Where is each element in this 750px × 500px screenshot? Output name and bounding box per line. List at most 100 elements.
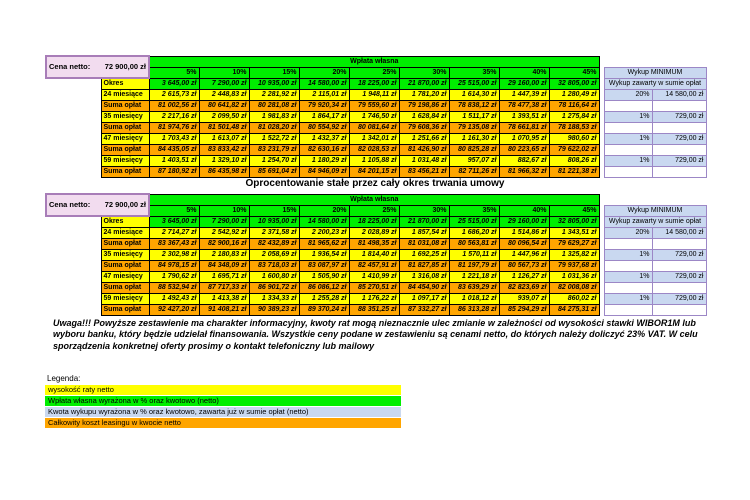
total-cost-cell: 92 427,20 zł bbox=[148, 304, 200, 316]
spacer-cell bbox=[46, 261, 101, 272]
suma-oplat-label: Suma opłat bbox=[100, 144, 150, 156]
total-cost-cell: 81 002,56 zł bbox=[148, 100, 200, 112]
okres-label: Okres bbox=[100, 77, 150, 90]
rate-cell: 860,02 zł bbox=[548, 293, 600, 305]
total-cost-cell: 86 086,12 zł bbox=[298, 282, 350, 294]
total-cost-cell: 88 351,25 zł bbox=[348, 304, 400, 316]
total-cost-cell: 84 454,90 zł bbox=[398, 282, 450, 294]
wykup-empty-cell bbox=[603, 304, 653, 316]
rate-cell: 980,60 zł bbox=[548, 133, 600, 145]
wykup-empty-cell bbox=[651, 166, 707, 178]
rate-cell: 1 703,43 zł bbox=[148, 133, 200, 145]
rate-cell: 1 161,30 zł bbox=[448, 133, 500, 145]
total-cost-cell: 81 426,90 zł bbox=[398, 144, 450, 156]
total-cost-cell: 79 608,36 zł bbox=[398, 122, 450, 134]
rate-cell: 1 864,17 zł bbox=[298, 111, 350, 123]
deposit-percent-header: 40% bbox=[498, 204, 550, 217]
deposit-amount-cell: 3 645,00 zł bbox=[148, 77, 200, 90]
suma-oplat-label: Suma opłat bbox=[100, 166, 150, 178]
wykup-percent-cell: 20% bbox=[603, 89, 653, 101]
total-cost-cell: 87 717,33 zł bbox=[198, 282, 250, 294]
wykup-subheader: Wykup zawarty w sumie opłat bbox=[603, 77, 707, 90]
blank-cell bbox=[604, 194, 706, 205]
deposit-amount-cell: 29 160,00 zł bbox=[498, 215, 550, 228]
suma-oplat-label: Suma opłat bbox=[100, 304, 150, 316]
total-cost-cell: 79 629,27 zł bbox=[548, 238, 600, 250]
deposit-header: Wpłata własna bbox=[148, 193, 600, 206]
rate-cell: 2 058,69 zł bbox=[248, 249, 300, 261]
total-cost-cell: 89 370,24 zł bbox=[298, 304, 350, 316]
total-cost-cell: 80 641,82 zł bbox=[198, 100, 250, 112]
total-cost-cell: 82 900,16 zł bbox=[198, 238, 250, 250]
warning-note: Uwaga!!! Powyższe zestawienie ma charakt… bbox=[53, 318, 698, 351]
rate-cell: 1 948,11 zł bbox=[348, 89, 400, 101]
total-cost-cell: 79 135,08 zł bbox=[448, 122, 500, 134]
spacer-cell bbox=[46, 283, 101, 294]
rate-cell: 939,07 zł bbox=[498, 293, 550, 305]
total-cost-cell: 82 630,16 zł bbox=[298, 144, 350, 156]
total-cost-cell: 82 823,69 zł bbox=[498, 282, 550, 294]
suma-oplat-label: Suma opłat bbox=[100, 260, 150, 272]
rate-cell: 1 251,66 zł bbox=[398, 133, 450, 145]
rate-cell: 1 790,62 zł bbox=[148, 271, 200, 283]
pricing-grid: Cena netto: 72 900,00 zł Wpłata własna 5% 10… bbox=[45, 193, 707, 316]
rate-cell: 1 522,72 zł bbox=[248, 133, 300, 145]
rate-cell: 2 448,83 zł bbox=[198, 89, 250, 101]
wykup-empty-cell bbox=[651, 122, 707, 134]
wykup-empty-cell bbox=[651, 100, 707, 112]
spacer-cell bbox=[46, 305, 101, 316]
total-cost-cell: 90 389,23 zł bbox=[248, 304, 300, 316]
total-cost-cell: 78 661,81 zł bbox=[498, 122, 550, 134]
total-cost-cell: 81 827,85 zł bbox=[398, 260, 450, 272]
total-cost-cell: 81 498,35 zł bbox=[348, 238, 400, 250]
total-cost-cell: 80 567,73 zł bbox=[498, 260, 550, 272]
deposit-amount-cell: 14 580,00 zł bbox=[298, 77, 350, 90]
total-cost-cell: 80 281,08 zł bbox=[248, 100, 300, 112]
pricing-grid: Cena netto: 72 900,00 zł Wpłata własna 5% 10… bbox=[45, 55, 707, 178]
spacer-cell bbox=[46, 78, 101, 90]
blank-cell bbox=[604, 56, 706, 67]
rate-cell: 1 746,50 zł bbox=[348, 111, 400, 123]
legend-item: Wpłata własna wyrażona w % oraz kwotowo … bbox=[45, 396, 401, 406]
deposit-amount-cell: 21 870,00 zł bbox=[398, 77, 450, 90]
total-cost-cell: 80 096,54 zł bbox=[498, 238, 550, 250]
total-cost-cell: 83 718,03 zł bbox=[248, 260, 300, 272]
spacer-cell bbox=[46, 228, 101, 239]
deposit-amount-cell: 7 290,00 zł bbox=[198, 77, 250, 90]
rate-cell: 2 302,98 zł bbox=[148, 249, 200, 261]
wykup-percent-cell: 1% bbox=[603, 271, 653, 283]
deposit-percent-header: 25% bbox=[348, 66, 400, 79]
spacer-cell bbox=[46, 134, 101, 145]
total-cost-cell: 79 920,34 zł bbox=[298, 100, 350, 112]
total-cost-cell: 85 270,51 zł bbox=[348, 282, 400, 294]
total-cost-cell: 81 965,62 zł bbox=[298, 238, 350, 250]
wykup-amount-cell: 14 580,00 zł bbox=[651, 89, 707, 101]
deposit-amount-cell: 14 580,00 zł bbox=[298, 215, 350, 228]
total-cost-cell: 84 435,05 zł bbox=[148, 144, 200, 156]
rate-cell: 1 447,96 zł bbox=[498, 249, 550, 261]
wykup-percent-cell: 1% bbox=[603, 293, 653, 305]
wykup-percent-cell: 1% bbox=[603, 111, 653, 123]
deposit-percent-header: 40% bbox=[498, 66, 550, 79]
rate-cell: 1 686,20 zł bbox=[448, 227, 500, 239]
rate-cell: 2 028,89 zł bbox=[348, 227, 400, 239]
total-cost-cell: 82 457,91 zł bbox=[348, 260, 400, 272]
total-cost-cell: 86 901,72 zł bbox=[248, 282, 300, 294]
wykup-percent-cell: 1% bbox=[603, 133, 653, 145]
wykup-minimum-header: Wykup MINIMUM bbox=[603, 204, 707, 217]
leasing-table-fixed-rate: Cena netto: 72 900,00 zł Wpłata własna 5% 10… bbox=[45, 193, 707, 316]
spacer-cell bbox=[46, 101, 101, 112]
spacer-cell bbox=[46, 156, 101, 167]
deposit-percent-header: 35% bbox=[448, 66, 500, 79]
spacer-cell bbox=[46, 112, 101, 123]
deposit-percent-header: 30% bbox=[398, 66, 450, 79]
spacer-cell bbox=[46, 90, 101, 101]
spacer-cell bbox=[46, 145, 101, 156]
rate-cell: 1 343,51 zł bbox=[548, 227, 600, 239]
period-label: 24 miesiące bbox=[100, 89, 150, 101]
period-label: 24 miesiące bbox=[100, 227, 150, 239]
legend-item: Kwota wykupu wyrażona w % oraz kwotowo, … bbox=[45, 407, 401, 417]
rate-cell: 1 511,17 zł bbox=[448, 111, 500, 123]
rate-cell: 1 628,84 zł bbox=[398, 111, 450, 123]
rate-cell: 1 403,51 zł bbox=[148, 155, 200, 167]
